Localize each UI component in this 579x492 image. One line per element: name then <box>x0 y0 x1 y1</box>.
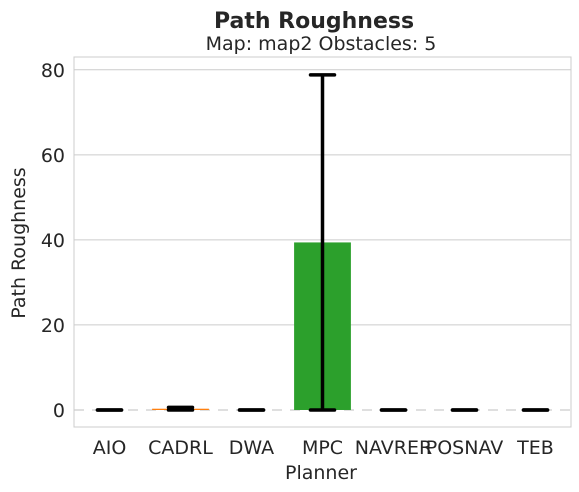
x-axis-label: Planner <box>285 462 357 484</box>
x-tick-label: POSNAV <box>426 437 503 459</box>
y-tick-label: 40 <box>41 230 65 252</box>
x-tick-label: MPC <box>302 437 343 459</box>
x-tick-label: CADRL <box>148 437 213 459</box>
x-tick-label: AIO <box>93 437 127 459</box>
y-axis-label: Path Roughness <box>8 167 30 318</box>
y-tick-label: 0 <box>53 400 65 422</box>
y-tick-labels: 0 20 40 60 80 <box>41 60 65 422</box>
chart-title: Path Roughness <box>214 9 414 34</box>
x-tick-label: NAVRER <box>355 437 432 459</box>
chart-subtitle: Map: map2 Obstacles: 5 <box>206 33 437 55</box>
plot-area-frame <box>73 56 572 428</box>
error-bars <box>95 73 550 412</box>
y-tick-label: 60 <box>41 145 65 167</box>
y-tick-label: 20 <box>41 315 65 337</box>
y-tick-label: 80 <box>41 60 65 82</box>
x-tick-label: TEB <box>516 437 554 459</box>
x-tick-label: DWA <box>229 437 274 459</box>
